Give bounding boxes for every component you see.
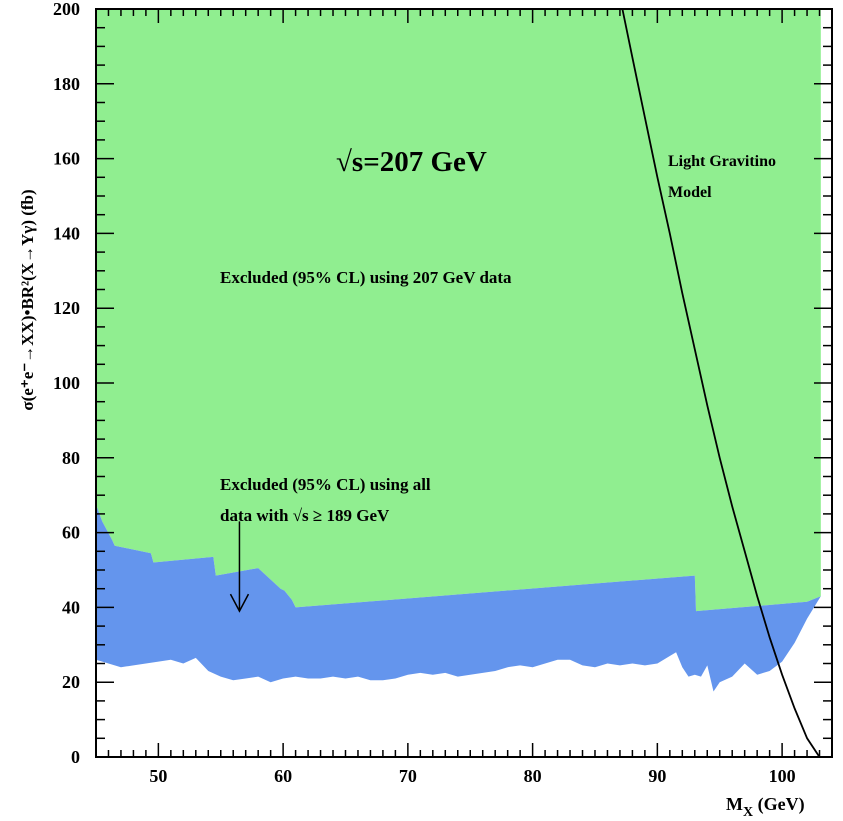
excluded-all-region xyxy=(96,504,821,692)
y-tick-label: 80 xyxy=(62,448,80,468)
excluded-all-label-line1: Excluded (95% CL) using all xyxy=(220,475,431,494)
y-tick-label: 140 xyxy=(53,223,80,243)
axis-ticks xyxy=(95,8,833,758)
y-tick-label: 100 xyxy=(53,373,80,393)
y-tick-label: 200 xyxy=(53,0,80,19)
gravitino-label-line2: Model xyxy=(668,184,712,201)
model-curves xyxy=(621,8,821,758)
x-tick-label: 90 xyxy=(648,766,666,786)
x-tick-label: 80 xyxy=(524,766,542,786)
x-axis-label: MX (GeV) xyxy=(726,794,805,820)
y-tick-label: 0 xyxy=(71,747,80,767)
energy-label: √s=207 GeV xyxy=(336,146,487,178)
x-tick-label: 60 xyxy=(274,766,292,786)
gravitino-label-line1: Light Gravitino xyxy=(668,153,776,170)
y-tick-label: 40 xyxy=(62,597,80,617)
y-tick-label: 180 xyxy=(53,74,80,94)
arrow-head xyxy=(229,593,250,613)
y-tick-label: 60 xyxy=(62,523,80,543)
y-tick-label: 160 xyxy=(53,149,80,169)
y-axis-label: σ(e⁺e⁻→XX)•BR²(X→Yγ) (fb) xyxy=(18,189,37,410)
excluded-207-label: Excluded (95% CL) using 207 GeV data xyxy=(220,268,512,287)
x-tick-label: 50 xyxy=(149,766,167,786)
y-tick-label: 120 xyxy=(53,298,80,318)
exclusion-regions xyxy=(96,9,821,692)
excluded-207-region xyxy=(96,9,821,612)
light-gravitino-curve xyxy=(621,8,821,758)
x-tick-label: 70 xyxy=(399,766,417,786)
x-tick-label: 100 xyxy=(769,766,796,786)
excluded-all-label-line2: data with √s ≥ 189 GeV xyxy=(220,506,390,525)
y-tick-label: 20 xyxy=(62,672,80,692)
axis-tick-labels: 50 60 70 80 90 100 0 20 40 60 80 100 120 140 160 180 200 xyxy=(53,0,796,786)
